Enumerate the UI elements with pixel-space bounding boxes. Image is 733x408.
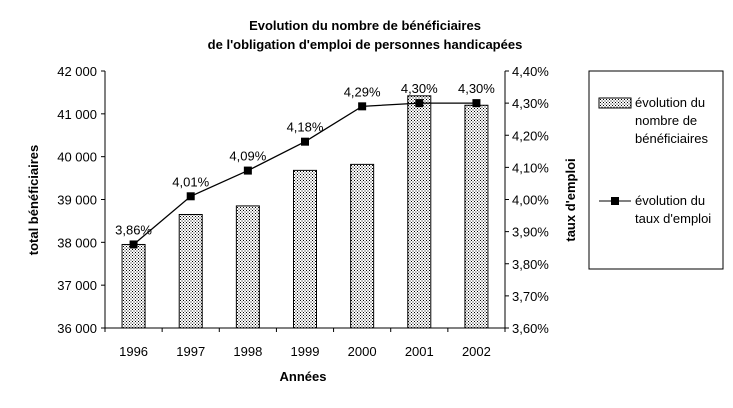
rate-data-label: 4,30% [401,81,438,96]
x-tick-label: 1998 [233,344,262,359]
bar [293,169,317,329]
x-tick-label: 2002 [462,344,491,359]
x-tick-label: 2000 [348,344,377,359]
right-tick-label: 4,00% [512,193,549,208]
rate-data-label: 4,01% [172,174,209,189]
left-tick-label: 37 000 [57,278,97,293]
right-tick-label: 4,10% [512,160,549,175]
chart-title-line-1: Evolution du nombre de bénéficiaires [249,18,481,33]
right-tick-label: 4,40% [512,64,549,79]
bar [235,205,260,329]
bar [121,243,146,329]
right-tick-label: 3,80% [512,257,549,272]
legend: évolution du nombre de bénéficiaires évo… [588,70,724,270]
right-tick-label: 3,90% [512,225,549,240]
x-tick-label: 1997 [176,344,205,359]
plot-area: 36 000 37 000 38 000 39 000 40 000 41 000 42 0… [57,64,549,359]
rate-data-label: 4,29% [344,84,381,99]
rate-point-marker [186,192,195,201]
bar [350,163,375,329]
rate-point-marker [358,102,367,111]
right-tick-label: 3,60% [512,321,549,336]
rate-data-label: 4,30% [458,81,495,96]
line-data-labels: 3,86% 4,01% 4,09% 4,18% 4,29% 4,30% 4,30% [115,81,495,237]
right-axis-ticks: 3,60% 3,70% 3,80% 3,90% 4,00% 4,10% 4,20% 4,30%… [505,64,549,336]
x-axis-title: Années [280,369,327,384]
bar [464,104,489,329]
right-tick-label: 4,30% [512,96,549,111]
legend-bar-label-line-1: évolution du [635,95,705,110]
legend-line-label-line-1: évolution du [635,193,705,208]
left-tick-label: 39 000 [57,193,97,208]
left-tick-label: 36 000 [57,321,97,336]
bar [407,95,432,329]
left-tick-label: 40 000 [57,150,97,165]
right-tick-label: 4,20% [512,128,549,143]
bar-series [121,95,489,329]
rate-point-marker [472,99,481,108]
y-axis-title-right: taux d'emploi [563,158,578,241]
rate-data-label: 4,09% [229,149,266,164]
legend-line-label-line-2: taux d'emploi [635,211,711,226]
legend-bar-label-line-3: bénéficiaires [635,131,708,146]
legend-bar-swatch [598,97,632,109]
bar [178,213,203,329]
right-tick-label: 3,70% [512,289,549,304]
y-axis-title-left: total bénéficiaires [26,145,41,256]
left-tick-label: 41 000 [57,107,97,122]
left-tick-label: 42 000 [57,64,97,79]
x-tick-label: 1996 [119,344,148,359]
x-tick-label: 1999 [291,344,320,359]
left-axis-ticks: 36 000 37 000 38 000 39 000 40 000 41 000 42 0… [57,64,105,336]
rate-data-label: 3,86% [115,222,152,237]
rate-point-marker [243,166,252,175]
x-tick-label: 2001 [405,344,434,359]
left-tick-label: 38 000 [57,235,97,250]
rate-data-label: 4,18% [287,120,324,135]
line-series [129,99,481,249]
x-axis-ticks: 1996 1997 1998 1999 2000 2001 2002 [104,328,506,359]
rate-point-marker [415,99,424,108]
rate-point-marker [129,240,138,249]
legend-bar-label-line-2: nombre de [635,113,697,128]
chart-title-line-2: de l'obligation d'emploi de personnes ha… [208,37,523,52]
legend-line-marker [611,197,619,205]
rate-point-marker [301,137,309,146]
